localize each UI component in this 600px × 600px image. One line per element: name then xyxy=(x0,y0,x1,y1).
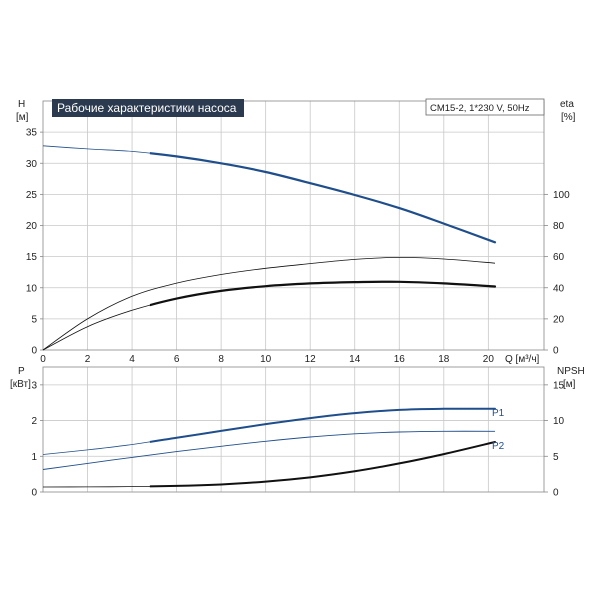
series-duty-0-2 xyxy=(149,280,497,307)
y-right-tick-label: 20 xyxy=(553,314,565,325)
series-label-p1: P1 xyxy=(492,408,505,419)
y-left-tick-label: 10 xyxy=(26,283,38,294)
chart-p-npsh-series xyxy=(42,407,496,488)
y-left-tick-label: 15 xyxy=(26,252,38,263)
y-right-tick-label: 100 xyxy=(553,190,570,201)
y-left-tick-label: 0 xyxy=(31,346,37,357)
y-left-tick-label: 0 xyxy=(31,488,37,499)
y-right-tick-label: 5 xyxy=(553,452,559,463)
x-tick-label: 20 xyxy=(483,354,495,365)
y-left-tick-label: 30 xyxy=(26,159,38,170)
series-line-0-2 xyxy=(42,281,496,351)
chart-h-eta: 0 2 4 6 8 10 12 14 16 18 20 0 5 10 15 20 25 30 35 0 20 40 60 80… xyxy=(16,98,576,365)
series-duty-1-2 xyxy=(149,441,496,488)
chart-p-npsh-frame xyxy=(42,366,545,493)
y-left-tick-label: 35 xyxy=(26,128,38,139)
chart-h-eta-series xyxy=(42,145,497,351)
y-right-tick-label: 0 xyxy=(553,488,559,499)
y-left-unit: [м] xyxy=(16,112,29,123)
chart-p-npsh-grid xyxy=(43,367,544,492)
y-left-label: H xyxy=(18,99,25,110)
chart-p-npsh-ticks: 0 1 2 3 0 5 10 15 xyxy=(31,380,564,498)
y-right-tick-label: 0 xyxy=(553,346,559,357)
pump-info: CM15-2, 1*230 V, 50Hz xyxy=(430,103,530,114)
y-right-tick-label: 80 xyxy=(553,221,565,232)
y-right-unit: [%] xyxy=(561,112,576,123)
x-tick-label: 16 xyxy=(394,354,406,365)
y-right-label: eta xyxy=(560,99,574,110)
x-axis-label: Q [м³/ч] xyxy=(505,354,540,365)
x-tick-label: 4 xyxy=(129,354,135,365)
series-line-1-1 xyxy=(42,430,496,470)
x-tick-label: 12 xyxy=(305,354,317,365)
y-right-unit: [м] xyxy=(563,379,576,390)
x-tick-label: 0 xyxy=(40,354,46,365)
chart-h-eta-grid xyxy=(43,101,544,350)
y-left-tick-label: 1 xyxy=(31,452,37,463)
x-tick-label: 14 xyxy=(349,354,361,365)
series-line-0-1 xyxy=(42,256,496,351)
y-left-tick-label: 2 xyxy=(31,416,37,427)
y-left-unit: [кВт] xyxy=(10,379,31,390)
y-right-tick-label: 40 xyxy=(553,283,565,294)
y-right-tick-label: 10 xyxy=(553,416,565,427)
x-tick-label: 10 xyxy=(260,354,272,365)
y-left-tick-label: 25 xyxy=(26,190,38,201)
pump-info-box xyxy=(425,98,545,116)
y-left-label: P xyxy=(18,366,25,377)
series-duty-0-0 xyxy=(149,152,497,244)
chart-title-box xyxy=(52,99,244,117)
y-left-tick-label: 5 xyxy=(31,314,37,325)
chart-h-eta-ticks: 0 2 4 6 8 10 12 14 16 18 20 0 5 10 15 20 25 30 35 0 20 40 60 80… xyxy=(26,128,570,365)
y-right-tick-label: 60 xyxy=(553,252,565,263)
series-duty-1-0 xyxy=(149,407,496,443)
series-line-1-2 xyxy=(42,441,496,488)
y-right-tick-label: 15 xyxy=(553,380,565,391)
y-right-label: NPSH xyxy=(557,366,585,377)
series-label-p2: P2 xyxy=(492,441,505,452)
x-tick-label: 2 xyxy=(85,354,91,365)
y-left-tick-label: 3 xyxy=(31,380,37,391)
y-left-tick-label: 20 xyxy=(26,221,38,232)
x-tick-label: 6 xyxy=(174,354,180,365)
chart-p-npsh: 0 1 2 3 0 5 10 15 P [кВт] NPSH [м] P1 P2 xyxy=(10,366,585,499)
chart-title: Рабочие характеристики насоса xyxy=(57,101,237,115)
x-tick-label: 18 xyxy=(438,354,450,365)
x-tick-label: 8 xyxy=(218,354,224,365)
